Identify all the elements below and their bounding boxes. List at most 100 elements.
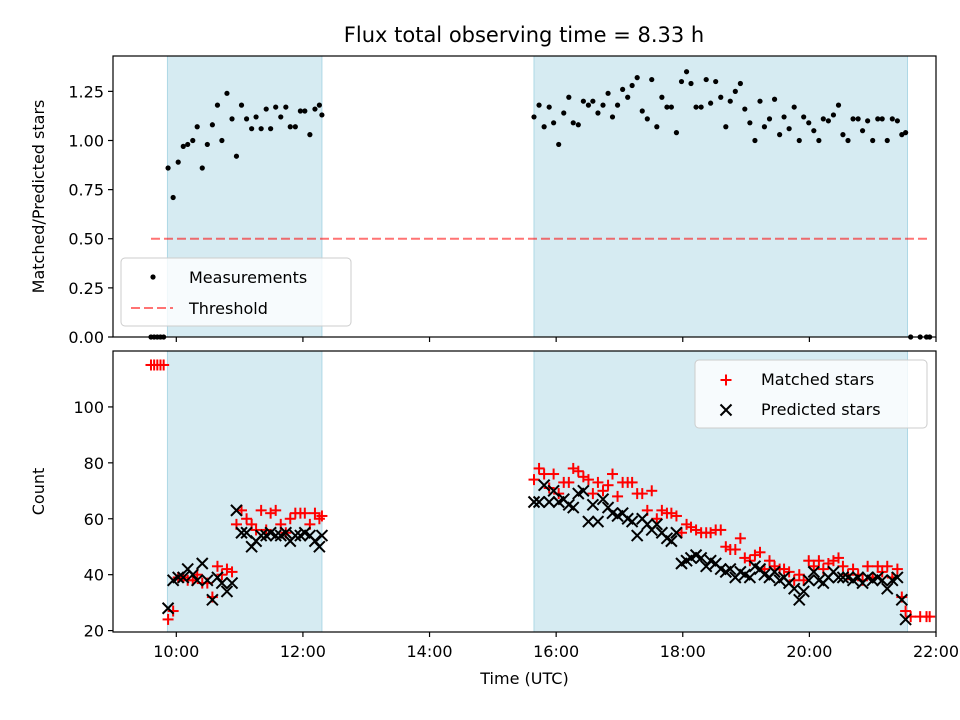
measurement-point — [703, 76, 709, 83]
legend-marker-measurements — [150, 274, 156, 280]
predicted-star-point — [832, 571, 845, 584]
measurement-point — [859, 128, 866, 134]
predicted-star-point — [591, 515, 605, 528]
matched-star-point — [299, 507, 311, 519]
matched-star-point — [833, 552, 845, 564]
legend-label-predicted: Predicted stars — [761, 400, 881, 419]
measurement-point — [752, 137, 758, 144]
legend-label-matched: Matched stars — [761, 370, 874, 389]
measurement-point — [536, 102, 542, 108]
measurement-point — [718, 94, 724, 100]
x-b — [714, 562, 727, 576]
matched-star-point — [900, 605, 912, 617]
matched-star-point — [651, 513, 663, 525]
x-b — [562, 498, 576, 511]
matched-star-point — [729, 544, 741, 556]
x-b — [793, 593, 806, 607]
x-axis-label: Time (UTC) — [479, 669, 568, 688]
x-b — [547, 484, 560, 498]
y-axis-label: Matched/Predicted stars — [29, 100, 48, 294]
measurement-point — [639, 108, 645, 114]
matched-star-point — [309, 507, 321, 519]
matched-star-point — [592, 476, 604, 488]
measurement-point — [180, 143, 186, 149]
predicted-star-point — [694, 551, 708, 565]
measurement-point — [659, 94, 665, 100]
measurement-point — [258, 126, 264, 132]
x-b — [802, 574, 815, 587]
y-tick-label: 0.75 — [68, 181, 104, 200]
measurement-point — [273, 104, 279, 110]
matched-star-point — [316, 510, 328, 522]
x-b — [240, 526, 253, 539]
x-b — [812, 574, 826, 587]
matched-star-point — [241, 513, 253, 525]
measurement-point — [194, 124, 200, 130]
measurement-point — [263, 106, 269, 112]
x-b — [836, 571, 850, 584]
matched-star-point — [538, 468, 550, 480]
x-b — [881, 582, 894, 595]
measurement-point — [580, 98, 586, 104]
x-b — [895, 593, 909, 607]
predicted-star-point — [315, 529, 329, 542]
x-b — [235, 526, 248, 539]
x-tick-label: 22:00 — [913, 642, 959, 661]
measurement-point — [605, 90, 611, 96]
measurement-point — [820, 116, 826, 122]
measurement-point — [693, 104, 699, 110]
predicted-star-point — [567, 501, 580, 514]
matched-star-point — [602, 479, 614, 491]
x-b — [606, 506, 619, 520]
x-b — [279, 526, 293, 539]
measurement-point — [879, 116, 885, 122]
measurement-point — [786, 126, 792, 132]
predicted-star-point — [724, 562, 737, 576]
x-b — [724, 562, 737, 576]
matched-star-point — [872, 560, 884, 572]
measurement-point — [546, 104, 552, 110]
predicted-star-point — [625, 515, 639, 528]
measurement-point — [688, 80, 694, 87]
predicted-star-point — [768, 565, 781, 579]
measurement-point — [664, 104, 670, 110]
predicted-star-point — [532, 495, 546, 509]
shaded-span — [167, 351, 322, 632]
x-b — [768, 565, 781, 579]
measurement-point — [609, 114, 616, 120]
predicted-star-point — [665, 534, 678, 548]
x-b — [630, 529, 644, 542]
legend-box — [120, 257, 352, 327]
matched-star-point — [582, 474, 594, 486]
x-b — [289, 529, 302, 542]
measurement-point — [190, 137, 196, 144]
predicted-star-point — [215, 576, 229, 590]
x-b — [807, 565, 821, 579]
x-b — [832, 571, 845, 584]
predicted-star-point — [206, 593, 219, 607]
shaded-span — [533, 56, 908, 337]
matched-star-point — [284, 513, 296, 525]
matched-star-point — [572, 465, 584, 477]
matched-star-point — [158, 359, 170, 371]
measurement-point — [870, 137, 876, 144]
measurement-point — [708, 100, 714, 106]
measurement-point — [302, 108, 308, 114]
predicted-star-point — [537, 479, 551, 492]
x-b — [161, 602, 175, 615]
measurement-point — [766, 116, 773, 122]
measurement-point — [556, 141, 562, 148]
measurement-point — [634, 75, 640, 81]
x-tick-label: 12:00 — [280, 642, 326, 661]
measurement-point — [209, 122, 215, 128]
measurement-point — [600, 102, 606, 108]
x-tick-label: 10:00 — [153, 642, 199, 661]
measurement-point — [845, 137, 851, 144]
y-tick-label: 80 — [84, 454, 104, 473]
predicted-star-point — [254, 529, 268, 542]
predicted-star-point — [230, 504, 243, 517]
measurement-point — [585, 102, 592, 108]
legend-marker-matched — [720, 374, 732, 386]
x-b — [743, 571, 757, 584]
